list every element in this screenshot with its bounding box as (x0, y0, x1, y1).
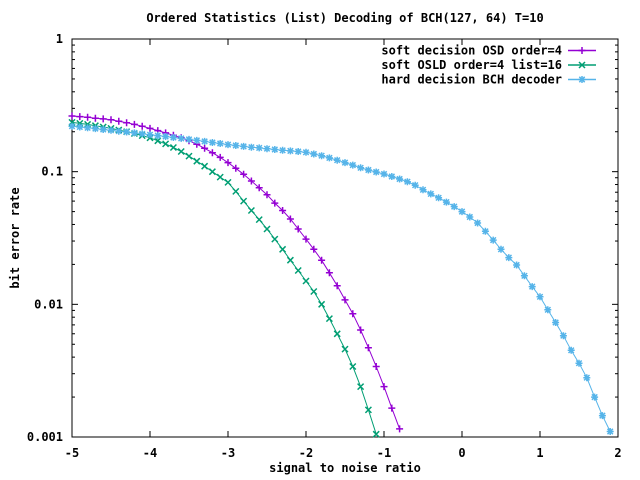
y-tick-label: 0.01 (34, 297, 63, 311)
x-tick-label: -4 (143, 446, 157, 460)
series-1 (68, 112, 404, 433)
series-3 (68, 122, 614, 435)
x-tick-label: -2 (299, 446, 313, 460)
legend-marker-cross (578, 61, 586, 69)
x-tick-label: -3 (221, 446, 235, 460)
legend-marker-plus (578, 47, 586, 54)
series-line (71, 125, 611, 432)
asterisk-markers (68, 122, 614, 435)
legend-marker-asterisk (578, 76, 586, 83)
x-axis-label: signal to noise ratio (269, 461, 421, 475)
x-tick-label: -5 (65, 446, 79, 460)
y-tick-label: 0.1 (41, 165, 63, 179)
x-tick-label: 1 (536, 446, 543, 460)
y-tick-label: 0.001 (27, 430, 63, 444)
plus-markers (68, 112, 404, 433)
data-series (68, 112, 614, 438)
y-tick-label: 1 (56, 32, 63, 46)
legend-entry-3: hard decision BCH decoder (381, 73, 596, 87)
legend-entry-2: soft OSLD order=4 list=16 (381, 58, 596, 72)
series-line (71, 121, 377, 435)
x-tick-label: -1 (377, 446, 391, 460)
plot-border (71, 38, 619, 438)
y-axis-label: bit error rate (8, 187, 22, 288)
x-tick-label: 0 (458, 446, 465, 460)
legend-label: hard decision BCH decoder (381, 73, 562, 87)
legend-label: soft decision OSD order=4 (381, 44, 562, 58)
axes: -5 -4 -3 -2 -1 0 1 2 1 0.1 0.01 0.001 (27, 32, 622, 460)
x-tick-label: 2 (614, 446, 621, 460)
chart-title: Ordered Statistics (List) Decoding of BC… (146, 11, 543, 25)
legend-entry-1: soft decision OSD order=4 (381, 44, 596, 58)
legend-label: soft OSLD order=4 list=16 (381, 58, 562, 72)
